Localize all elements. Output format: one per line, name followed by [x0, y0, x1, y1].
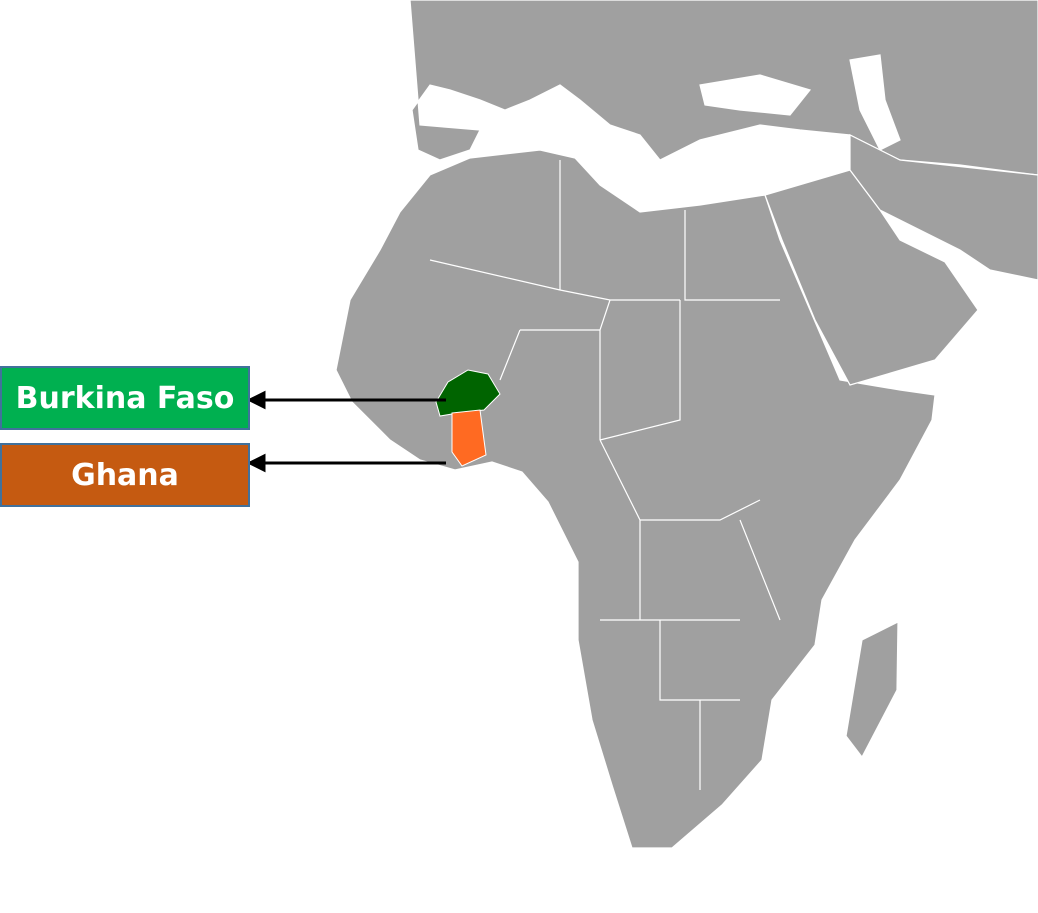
ghana-shape: [451, 409, 487, 467]
ghana-label-text: Ghana: [71, 457, 179, 493]
africa-landmass: [335, 149, 936, 849]
burkina-faso-arrowhead: [246, 390, 266, 410]
ghana-arrowhead: [246, 453, 266, 473]
middle-east-landmass: [849, 134, 1038, 281]
black-sea: [699, 74, 812, 116]
ghana-label: Ghana: [0, 443, 250, 507]
burkina-faso-label: Burkina Faso: [0, 366, 250, 430]
caspian-sea: [849, 54, 901, 151]
country-borders: [429, 160, 781, 790]
burkina-faso-label-text: Burkina Faso: [15, 380, 235, 416]
madagascar: [845, 621, 899, 759]
burkina-faso-shape: [435, 369, 501, 417]
